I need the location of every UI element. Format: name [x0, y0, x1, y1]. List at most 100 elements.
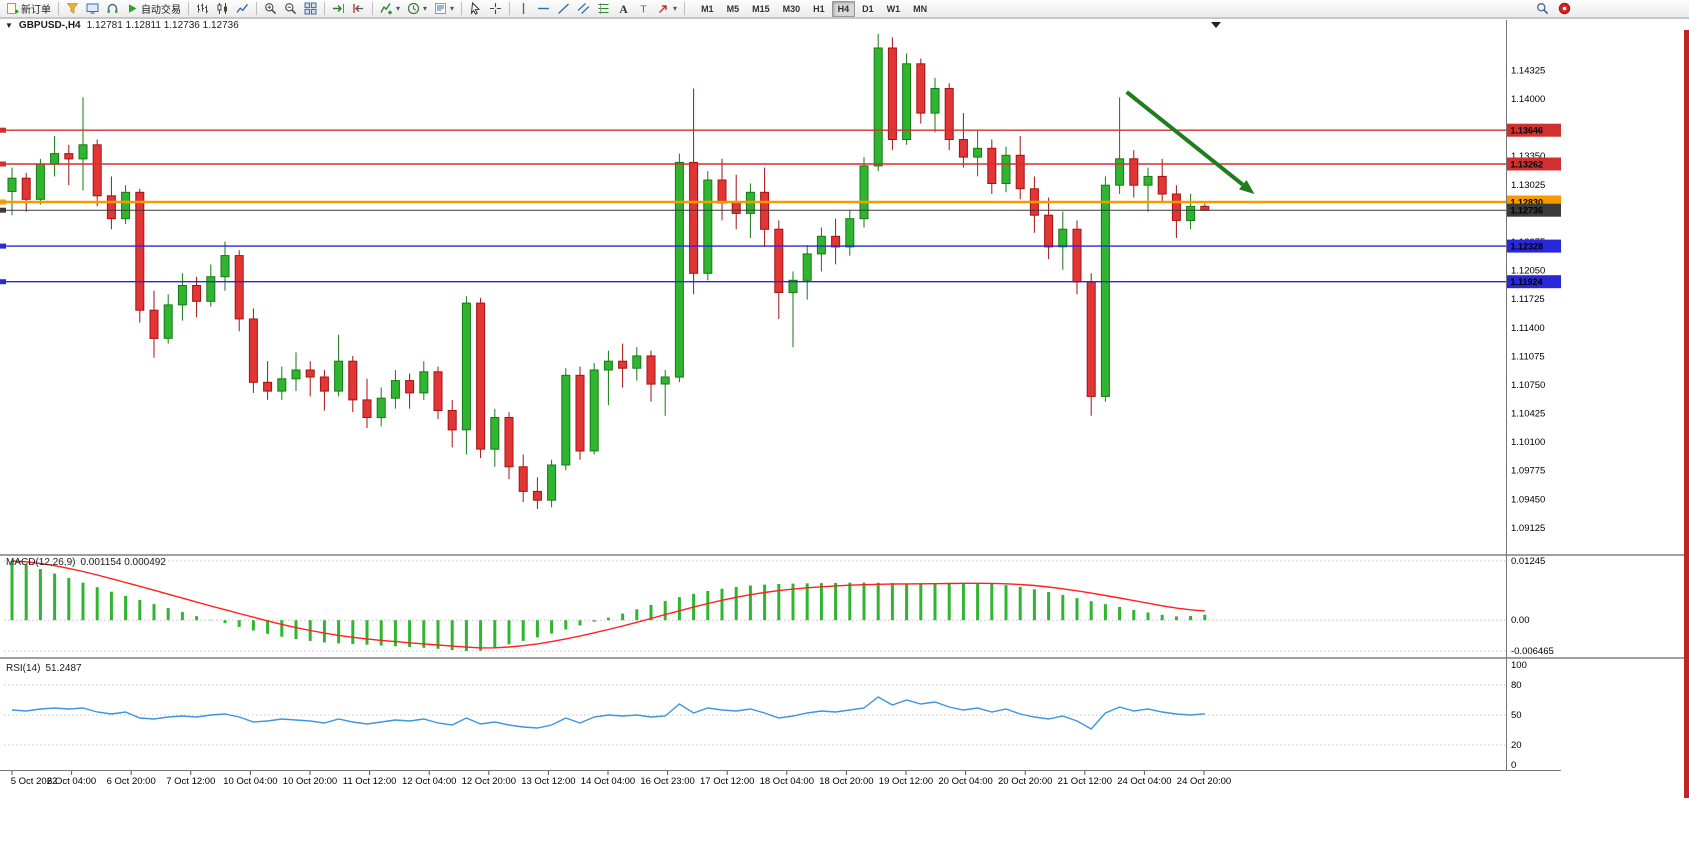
chart-canvas[interactable]: 1.143251.140001.136751.133501.130251.127… [0, 18, 1689, 858]
price-line[interactable]: 1.12830 [0, 195, 1561, 209]
search-button[interactable] [1533, 1, 1552, 17]
line-chart-button[interactable] [233, 1, 252, 17]
price-line[interactable]: 1.13262 [0, 157, 1561, 171]
caret-down-icon: ▾ [423, 4, 428, 13]
svg-text:20 Oct 04:00: 20 Oct 04:00 [938, 776, 992, 787]
svg-text:1.14000: 1.14000 [1511, 94, 1545, 105]
price-line[interactable]: 1.12328 [0, 239, 1561, 253]
fibonacci-button[interactable] [594, 1, 613, 17]
price-tag [1507, 157, 1561, 171]
price-line[interactable]: 1.11924 [0, 275, 1561, 289]
pane-separator[interactable] [0, 657, 1689, 659]
right-edge-strip [1684, 30, 1689, 798]
auto-scroll-button[interactable] [329, 1, 348, 17]
caret-down-icon: ▾ [396, 4, 401, 13]
cursor-button[interactable] [466, 1, 485, 17]
svg-text:-0.006465: -0.006465 [1511, 646, 1554, 657]
vertical-line-button[interactable] [514, 1, 533, 17]
svg-text:1.11075: 1.11075 [1511, 351, 1545, 362]
new-order-icon [7, 3, 19, 14]
tile-windows-button[interactable] [301, 1, 320, 17]
chart-profile-button[interactable] [63, 1, 82, 17]
toolbar-separator [684, 2, 686, 15]
rsi-line [11, 696, 1205, 730]
bar-chart-button[interactable] [193, 1, 212, 17]
macd-signal-line [11, 560, 1205, 649]
timeframe-m1[interactable]: M1 [701, 3, 714, 14]
caret-down-icon: ▾ [450, 4, 455, 13]
timeframe-m30[interactable]: M30 [782, 3, 801, 14]
toolbar: 新订单 自动交易 ▾ ▾ ▾ A T ▾ M1 M5 M15 M30 H1 H4 D1 W1 MN [0, 0, 1689, 18]
candlestick-chart-button[interactable] [213, 1, 232, 17]
zoom-out-button[interactable] [281, 1, 300, 17]
timeframe-h1[interactable]: H1 [813, 3, 825, 14]
toolbar-separator [509, 2, 511, 15]
timeframe-mn[interactable]: MN [913, 3, 928, 14]
arrows-button[interactable]: ▾ [654, 1, 680, 17]
indicators-button[interactable]: ▾ [377, 1, 403, 17]
price-tag [1507, 123, 1561, 137]
support-button[interactable] [103, 1, 122, 17]
crosshair-icon [490, 3, 502, 14]
price-line[interactable]: 1.13646 [0, 123, 1561, 137]
alert-button[interactable] [1555, 1, 1574, 17]
line-chart-icon [236, 3, 249, 13]
svg-text:1.10425: 1.10425 [1511, 409, 1545, 420]
svg-text:1.12830: 1.12830 [1511, 198, 1544, 208]
channel-button[interactable] [574, 1, 593, 17]
svg-text:1.14325: 1.14325 [1511, 65, 1545, 76]
svg-text:16 Oct 23:00: 16 Oct 23:00 [640, 776, 694, 787]
text-label-button[interactable]: T [634, 1, 653, 17]
rsi-value: 51.2487 [45, 663, 82, 674]
svg-text:20 Oct 20:00: 20 Oct 20:00 [998, 776, 1052, 787]
timeframe-w1[interactable]: W1 [886, 3, 901, 14]
chart-ohlc-values: 1.12781 1.12811 1.12736 1.12736 [86, 20, 239, 31]
zoom-in-icon [265, 3, 277, 15]
periods-icon [407, 2, 420, 15]
text-button[interactable]: A [614, 1, 633, 17]
svg-text:T: T [640, 4, 647, 16]
one-click-trading-toggle[interactable]: ▼ [5, 21, 13, 30]
trendline-button[interactable] [554, 1, 573, 17]
periods-button[interactable]: ▾ [404, 1, 430, 17]
indicators-icon [380, 3, 392, 15]
timeframe-h4[interactable]: H4 [831, 0, 856, 17]
svg-text:13 Oct 12:00: 13 Oct 12:00 [521, 776, 575, 787]
macd-indicator-label: MACD(12,26,9) 0.001154 0.000492 [6, 557, 166, 568]
zoom-in-button[interactable] [261, 1, 280, 17]
scroll-end-marker [1211, 22, 1221, 28]
horizontal-line-button[interactable] [534, 1, 553, 17]
bar-chart-icon [197, 3, 208, 14]
crosshair-button[interactable] [486, 1, 505, 17]
price-tag [1507, 203, 1561, 217]
fibonacci-icon [598, 3, 609, 14]
svg-text:12 Oct 20:00: 12 Oct 20:00 [462, 776, 516, 787]
timeframe-m5[interactable]: M5 [726, 3, 740, 14]
svg-text:5 Oct 2022: 5 Oct 2022 [11, 776, 57, 787]
chart-shift-button[interactable] [349, 1, 368, 17]
pane-separator[interactable] [0, 554, 1689, 556]
templates-button[interactable]: ▾ [431, 1, 457, 17]
line-left-marker [0, 279, 6, 285]
svg-text:1.13025: 1.13025 [1511, 180, 1545, 191]
svg-text:1.12328: 1.12328 [1511, 242, 1544, 252]
svg-text:24 Oct 04:00: 24 Oct 04:00 [1117, 776, 1171, 787]
price-line[interactable]: 1.12736 [0, 203, 1561, 217]
caret-down-icon: ▾ [673, 4, 678, 13]
new-order-button[interactable]: 新订单 [3, 1, 54, 17]
channel-icon [577, 3, 590, 14]
svg-text:1.12050: 1.12050 [1511, 266, 1545, 277]
timeframe-m15[interactable]: M15 [752, 3, 770, 14]
timeframe-d1[interactable]: D1 [862, 3, 874, 14]
svg-text:20: 20 [1511, 740, 1522, 751]
line-left-marker [0, 127, 6, 133]
svg-text:1.11725: 1.11725 [1511, 294, 1545, 305]
tile-windows-icon [304, 2, 317, 15]
auto-scroll-icon [333, 4, 344, 13]
market-watch-button[interactable] [83, 1, 102, 17]
auto-trading-button[interactable]: 自动交易 [123, 1, 184, 17]
trend-arrow[interactable] [1125, 90, 1255, 194]
svg-text:1.11924: 1.11924 [1511, 277, 1543, 287]
